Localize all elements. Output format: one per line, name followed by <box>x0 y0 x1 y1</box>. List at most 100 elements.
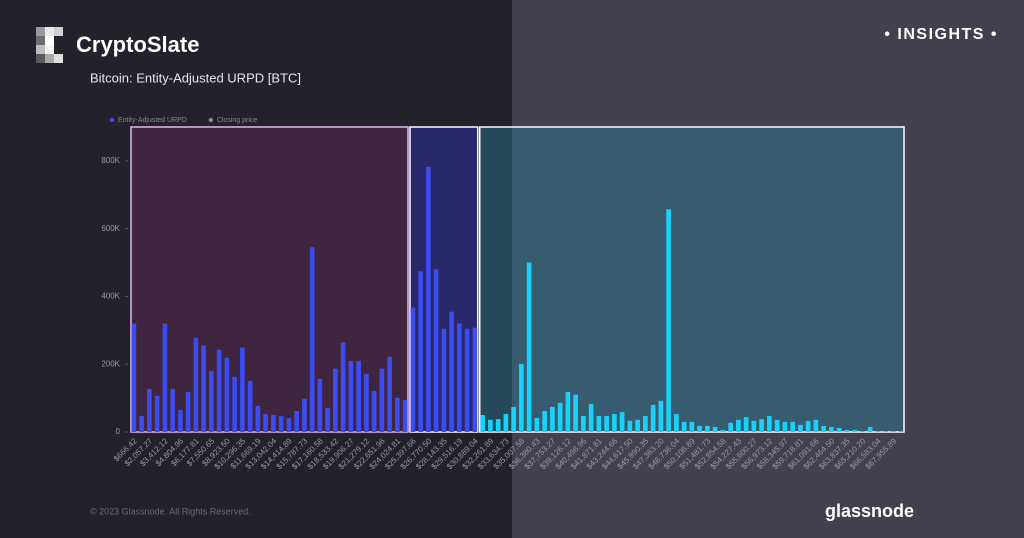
bar <box>550 406 555 432</box>
bar <box>666 209 671 432</box>
bar <box>743 417 749 432</box>
bar <box>170 388 175 432</box>
bar <box>503 414 509 432</box>
bar <box>588 403 594 432</box>
bar <box>131 323 137 432</box>
y-tick-label: 200K <box>101 359 120 368</box>
chart-title: Bitcoin: Entity-Adjusted URPD [BTC] <box>90 70 301 85</box>
bar <box>185 392 191 432</box>
bar <box>836 427 842 432</box>
bar <box>139 416 144 432</box>
background-right <box>512 0 1024 538</box>
bar <box>751 420 757 432</box>
bar <box>689 421 695 432</box>
bar <box>449 311 454 432</box>
legend-marker <box>109 117 115 123</box>
bar <box>650 404 656 432</box>
bar <box>511 406 516 432</box>
bar <box>271 415 276 432</box>
bar <box>519 363 524 432</box>
y-tick-label: 800K <box>101 156 120 165</box>
bar <box>782 421 788 432</box>
bar <box>154 395 160 432</box>
bar <box>705 425 710 432</box>
bar <box>790 421 795 432</box>
bar <box>712 426 718 432</box>
bar <box>162 323 168 432</box>
bar <box>619 412 625 432</box>
bar <box>286 418 292 432</box>
bar <box>387 356 392 432</box>
brand: CryptoSlate <box>76 32 199 57</box>
bar <box>829 426 834 432</box>
bar <box>526 262 532 432</box>
bar <box>542 410 547 432</box>
bar <box>302 398 307 432</box>
bar <box>674 414 679 432</box>
bar <box>852 429 857 432</box>
bar <box>255 405 261 432</box>
bar <box>891 430 896 432</box>
bar <box>844 429 850 432</box>
bar <box>472 327 478 432</box>
bar <box>147 388 152 432</box>
bar <box>557 402 563 432</box>
bar <box>457 323 462 432</box>
bar <box>643 416 648 432</box>
highlight-region <box>479 126 905 433</box>
bar <box>224 357 230 432</box>
bar <box>774 419 780 432</box>
y-tick-label: 0 <box>116 427 121 436</box>
bar <box>232 376 237 432</box>
bar <box>798 424 803 432</box>
logo <box>36 27 63 63</box>
bar <box>379 368 385 432</box>
bar <box>573 394 578 432</box>
bar <box>333 368 338 432</box>
bar <box>178 409 183 432</box>
bar <box>488 419 493 432</box>
legend-label: Entity-Adjusted URPD <box>118 117 187 124</box>
bar <box>317 378 323 432</box>
badge: • INSIGHTS • <box>884 26 998 43</box>
bar <box>410 307 416 432</box>
bar <box>658 400 664 432</box>
bar <box>240 347 245 432</box>
legend-label: Closing price <box>217 117 258 124</box>
bar <box>759 419 764 432</box>
bar <box>193 337 199 432</box>
highlight-region <box>130 126 409 433</box>
y-tick-label: 600K <box>101 224 120 233</box>
bar <box>612 414 617 432</box>
bar <box>340 342 346 432</box>
bar <box>325 407 330 432</box>
bar <box>635 419 640 432</box>
bar <box>898 430 904 432</box>
bar <box>371 390 377 432</box>
bar <box>821 425 826 432</box>
bar <box>441 328 447 432</box>
y-tick-label: 400K <box>101 292 120 301</box>
bar <box>294 410 299 432</box>
bar <box>627 420 633 432</box>
bar <box>464 328 470 432</box>
bar <box>604 416 609 432</box>
bar <box>364 373 369 432</box>
bar <box>278 416 284 432</box>
bar <box>216 349 222 432</box>
bar <box>565 392 571 432</box>
bar <box>402 399 408 432</box>
bar <box>581 416 586 432</box>
bar <box>356 360 361 432</box>
bar <box>309 247 315 432</box>
copyright: © 2023 Glassnode. All Rights Reserved. <box>90 506 251 516</box>
bar <box>813 419 819 432</box>
bar <box>480 415 485 432</box>
bar <box>720 429 726 432</box>
bar <box>348 360 354 432</box>
bar <box>697 425 702 432</box>
legend-marker <box>208 117 214 123</box>
source-logo: glassnode <box>825 501 914 521</box>
